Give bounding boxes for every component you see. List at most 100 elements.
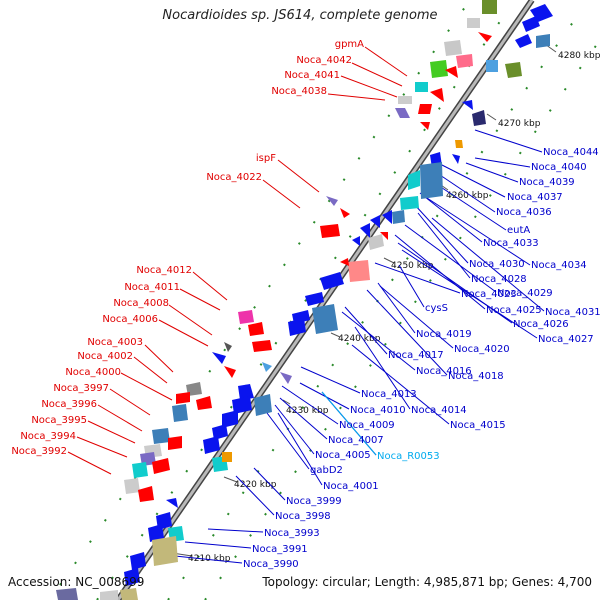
forward-arrow — [340, 258, 349, 266]
gene-label: Noca_4038 — [271, 86, 327, 97]
tick-label: 4240 kbp — [338, 334, 381, 344]
tick-label: 4250 kbp — [391, 261, 434, 271]
gene-label: Noca_4012 — [136, 265, 192, 276]
accession-label: Accession: NC_008699 — [8, 575, 145, 589]
forward-arrow — [380, 232, 388, 240]
reverse-arrow — [130, 552, 146, 570]
forward-arrow — [478, 32, 492, 42]
reverse-arrow — [522, 16, 540, 32]
feature-box — [262, 362, 272, 372]
feature-box — [132, 462, 148, 478]
gene-label: Noca_3999 — [286, 496, 342, 507]
feature-box — [398, 96, 412, 104]
gene-label: Noca_3997 — [53, 383, 109, 394]
reverse-arrow — [124, 568, 140, 586]
gene-label: Noca_4031 — [545, 307, 600, 318]
feature-box — [100, 590, 118, 600]
tick-label: 4260 kbp — [446, 191, 489, 201]
gene-label: Noca_4029 — [497, 288, 553, 299]
reverse-arrow — [370, 215, 380, 228]
tick-label: 4220 kbp — [234, 480, 277, 490]
gene-label: Noca_4003 — [87, 337, 143, 348]
reverse-arrow — [288, 318, 306, 336]
feature-box — [408, 170, 420, 190]
reverse-arrow — [352, 236, 360, 246]
feature-box — [392, 210, 405, 224]
forward-arrow — [248, 322, 264, 336]
feature-box — [254, 394, 272, 416]
forward-arrow — [445, 66, 458, 78]
reverse-arrow — [320, 272, 344, 290]
forward-arrow — [138, 486, 154, 502]
forward-arrow — [152, 458, 170, 474]
gene-label: Noca_3993 — [264, 528, 320, 539]
tick-label: 4210 kbp — [188, 554, 231, 564]
gene-label: Noca_4042 — [296, 55, 352, 66]
reverse-arrow — [452, 154, 460, 164]
feature-box — [120, 588, 138, 600]
reverse-arrow — [203, 436, 220, 454]
gene-label: Noca_4018 — [448, 371, 504, 382]
feature-box — [222, 452, 232, 462]
feature-box — [415, 82, 428, 92]
feature-box — [420, 162, 443, 199]
right-leader-lines — [174, 129, 545, 564]
forward-arrow — [320, 224, 340, 238]
feature-box — [326, 196, 338, 206]
feature-box — [348, 260, 370, 282]
gene-label: Noca_4033 — [483, 238, 539, 249]
tick-label: 4230 kbp — [286, 406, 329, 416]
gene-label: Noca_4016 — [416, 366, 472, 377]
forward-arrow — [176, 392, 190, 404]
gene-label: Noca_3994 — [20, 431, 76, 442]
gene-label: Noca_4000 — [65, 367, 121, 378]
gene-label: Noca_4005 — [315, 450, 371, 461]
genome-backbone-highlight — [116, 0, 534, 600]
feature-box — [152, 536, 178, 566]
forward-arrow — [224, 366, 236, 378]
gene-label: Noca_4026 — [513, 319, 569, 330]
feature-box — [152, 428, 170, 444]
feature-box — [467, 18, 480, 28]
gene-label: Noca_3990 — [243, 559, 299, 570]
feature-box — [56, 588, 78, 600]
reverse-arrow — [382, 210, 392, 224]
gene-label: Noca_4013 — [361, 389, 417, 400]
inner-dotted-track-left — [96, 9, 509, 600]
reverse-arrow — [166, 498, 178, 508]
reverse-arrow — [515, 34, 532, 48]
reverse-arrow — [222, 410, 238, 428]
gene-label: Noca_4017 — [388, 350, 444, 361]
reverse-arrow — [462, 100, 473, 110]
reverse-arrow — [232, 396, 252, 414]
feature-box — [172, 404, 188, 422]
gene-label: Noca_4034 — [531, 260, 587, 271]
gene-label: Noca_3995 — [31, 415, 87, 426]
feature-box — [472, 110, 486, 126]
gene-label: Noca_4028 — [471, 274, 527, 285]
kbp-ticks: 4210 kbp 4220 kbp 4230 kbp 4240 kbp 4250… — [171, 41, 600, 564]
left-gene-labels: gpmA Noca_4042 Noca_4041 Noca_4038 ispF … — [11, 39, 364, 457]
gene-label: Noca_3991 — [252, 544, 308, 555]
feature-box — [124, 478, 140, 494]
gene-label: cysS — [425, 303, 448, 314]
gene-label: Noca_3998 — [275, 511, 331, 522]
forward-arrow — [252, 340, 272, 352]
gene-label: Noca_4002 — [77, 351, 133, 362]
gene-label: Noca_3992 — [11, 446, 67, 457]
feature-box — [224, 342, 232, 352]
feature-box — [455, 140, 463, 148]
gene-label: Noca_4025 — [486, 305, 542, 316]
gene-features — [56, 0, 553, 600]
gene-label: Noca_4008 — [113, 298, 169, 309]
forward-arrow — [196, 396, 212, 410]
rna-leader-line — [321, 391, 377, 456]
gene-label: Noca_4041 — [284, 70, 340, 81]
gene-label: Noca_4014 — [411, 405, 467, 416]
gene-label: Noca_4019 — [416, 329, 472, 340]
gene-label: gabD2 — [310, 465, 343, 476]
reverse-arrow — [305, 292, 324, 306]
gene-label: Noca_4022 — [206, 172, 262, 183]
gene-label: Noca_4023 — [461, 289, 517, 300]
